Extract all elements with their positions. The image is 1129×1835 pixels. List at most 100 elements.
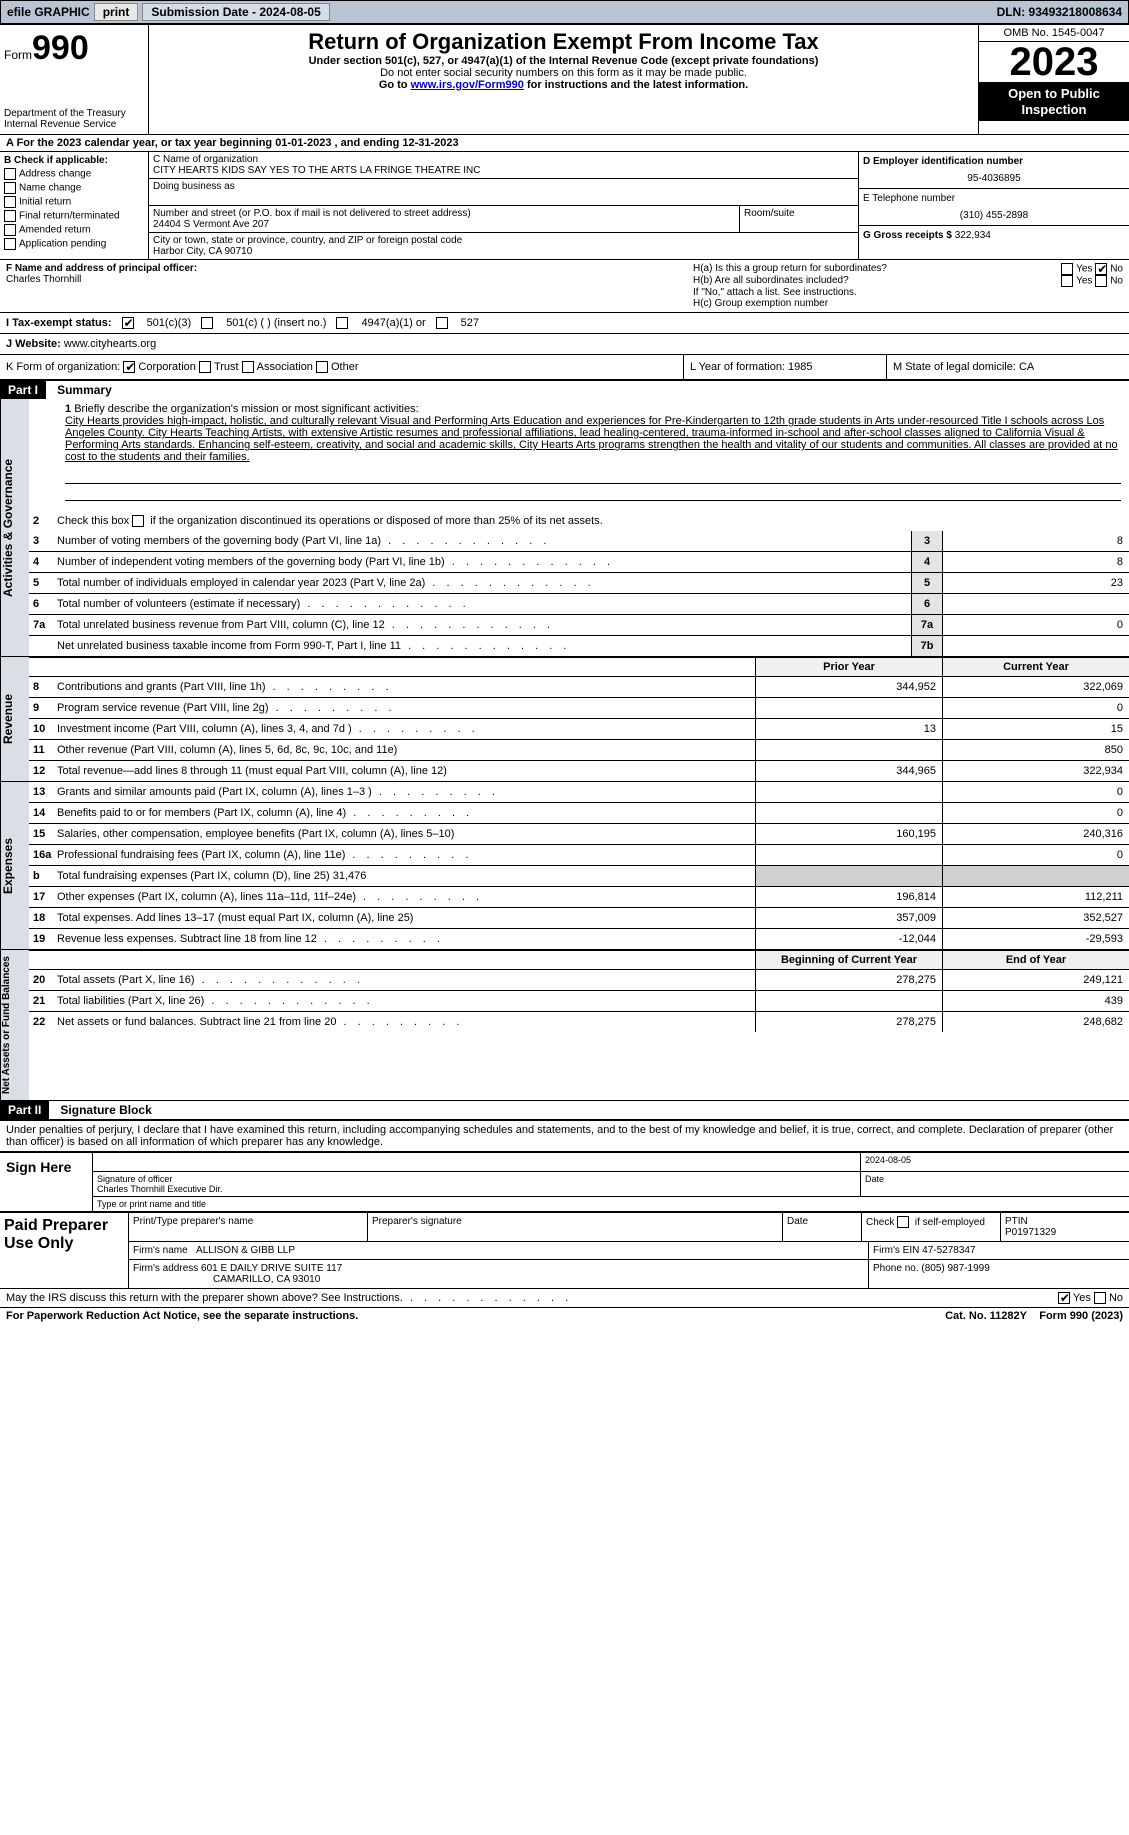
other-checkbox[interactable]: [316, 361, 328, 373]
c9: 0: [942, 698, 1129, 718]
line15: Salaries, other compensation, employee b…: [57, 828, 755, 840]
opt-name-change: Name change: [19, 183, 81, 194]
form-ref: Form 990 (2023): [1039, 1310, 1123, 1322]
firm-addr2: CAMARILLO, CA 93010: [213, 1274, 320, 1285]
opt-addr-change: Address change: [19, 169, 91, 180]
irs-label: Internal Revenue Service: [4, 119, 144, 130]
date-value: 2024-08-05: [861, 1153, 1129, 1171]
line17: Other expenses (Part IX, column (A), lin…: [57, 891, 755, 903]
mission-text: City Hearts provides high-impact, holist…: [65, 415, 1118, 463]
blank-line-1: [65, 467, 1121, 484]
app-pending-checkbox[interactable]: [4, 238, 16, 250]
form-990-page: efile GRAPHIC print Submission Date - 20…: [0, 0, 1129, 1324]
ein-label: D Employer identification number: [863, 156, 1125, 167]
ha-no-checkbox[interactable]: [1095, 263, 1107, 275]
final-return-checkbox[interactable]: [4, 210, 16, 222]
subtitle-1: Under section 501(c), 527, or 4947(a)(1)…: [157, 55, 970, 67]
discuss-no-checkbox[interactable]: [1094, 1292, 1106, 1304]
page-footer: For Paperwork Reduction Act Notice, see …: [0, 1307, 1129, 1324]
firm-phone-label: Phone no.: [873, 1263, 921, 1274]
end-year-header: End of Year: [942, 951, 1129, 969]
print-button[interactable]: print: [94, 3, 139, 21]
firm-name-label: Firm's name: [133, 1245, 190, 1256]
declaration-text: Under penalties of perjury, I declare th…: [0, 1121, 1129, 1151]
officer-label: F Name and address of principal officer:: [6, 263, 197, 274]
discuss-no: No: [1109, 1292, 1123, 1304]
gross-value: 322,934: [955, 230, 991, 241]
opt-amended: Amended return: [19, 225, 91, 236]
line7a: Total unrelated business revenue from Pa…: [57, 619, 911, 631]
initial-return-checkbox[interactable]: [4, 196, 16, 208]
goto-post: for instructions and the latest informat…: [524, 79, 748, 91]
trust-checkbox[interactable]: [199, 361, 211, 373]
c13: 0: [942, 782, 1129, 802]
no-label: No: [1110, 264, 1123, 275]
year-formation: 1985: [788, 361, 812, 373]
ag-tab: Activities & Governance: [0, 399, 29, 656]
p8: 344,952: [755, 677, 942, 697]
hb-label: H(b) Are all subordinates included?: [693, 275, 849, 287]
corp-checkbox[interactable]: [123, 361, 135, 373]
4947-checkbox[interactable]: [336, 317, 348, 329]
p9: [755, 698, 942, 718]
p16a: [755, 845, 942, 865]
hb-yes-checkbox[interactable]: [1061, 275, 1073, 287]
website-section: J Website: www.cityhearts.org: [0, 333, 1129, 354]
part-1-header-row: Part I Summary: [0, 381, 1129, 399]
p16b-shaded: [755, 866, 942, 886]
hc-label: H(c) Group exemption number: [693, 298, 1123, 309]
c16b-shaded: [942, 866, 1129, 886]
room-label: Room/suite: [740, 206, 858, 232]
prior-year-header: Prior Year: [755, 658, 942, 676]
officer-group-section: F Name and address of principal officer:…: [0, 259, 1129, 312]
self-employed-checkbox[interactable]: [897, 1216, 909, 1228]
type-name-label: Type or print name and title: [93, 1197, 1129, 1211]
firm-addr-label: Firm's address: [133, 1263, 201, 1274]
firm-phone: (805) 987-1999: [921, 1263, 989, 1274]
line22: Net assets or fund balances. Subtract li…: [57, 1016, 755, 1028]
year-formation-label: L Year of formation:: [690, 361, 788, 373]
c22: 248,682: [942, 1012, 1129, 1032]
discuss-yes-checkbox[interactable]: [1058, 1292, 1070, 1304]
begin-year-header: Beginning of Current Year: [755, 951, 942, 969]
submission-date: Submission Date - 2024-08-05: [142, 3, 329, 21]
sign-here-label: Sign Here: [0, 1153, 92, 1211]
ein-value: 95-4036895: [863, 167, 1125, 184]
discontinued-checkbox[interactable]: [132, 515, 144, 527]
form-label: Form: [4, 48, 32, 62]
501c3-checkbox[interactable]: [122, 317, 134, 329]
amended-checkbox[interactable]: [4, 224, 16, 236]
line9: Program service revenue (Part VIII, line…: [57, 702, 755, 714]
527-checkbox[interactable]: [436, 317, 448, 329]
hb-note: If "No," attach a list. See instructions…: [693, 287, 1123, 298]
p17: 196,814: [755, 887, 942, 907]
part-2-title: Signature Block: [52, 1101, 159, 1119]
line16b: Total fundraising expenses (Part IX, col…: [57, 870, 755, 882]
tax-exempt-section: I Tax-exempt status: 501(c)(3) 501(c) ( …: [0, 312, 1129, 333]
line3: Number of voting members of the governin…: [57, 535, 911, 547]
p11: [755, 740, 942, 760]
irs-link[interactable]: www.irs.gov/Form990: [411, 79, 524, 91]
state-value: CA: [1019, 361, 1034, 373]
c20: 249,121: [942, 970, 1129, 990]
ha-yes-checkbox[interactable]: [1061, 263, 1073, 275]
line4: Number of independent voting members of …: [57, 556, 911, 568]
c8: 322,069: [942, 677, 1129, 697]
addr-change-checkbox[interactable]: [4, 168, 16, 180]
line18: Total expenses. Add lines 13–17 (must eq…: [57, 912, 755, 924]
hb-no-checkbox[interactable]: [1095, 275, 1107, 287]
name-change-checkbox[interactable]: [4, 182, 16, 194]
part-1-badge: Part I: [0, 381, 46, 399]
opt-other: Other: [331, 361, 359, 373]
assoc-checkbox[interactable]: [242, 361, 254, 373]
ptin-value: P01971329: [1005, 1227, 1056, 1238]
firm-addr1: 601 E DAILY DRIVE SUITE 117: [201, 1263, 342, 1274]
dba-label: Doing business as: [153, 181, 854, 192]
sig-officer-label: Signature of officer: [97, 1174, 856, 1184]
activities-governance-block: Activities & Governance 1 Briefly descri…: [0, 399, 1129, 657]
street-label: Number and street (or P.O. box if mail i…: [153, 208, 735, 219]
officer-signed: Charles Thornhill Executive Dir.: [97, 1184, 856, 1194]
501c-checkbox[interactable]: [201, 317, 213, 329]
i-label: I Tax-exempt status:: [6, 317, 112, 329]
part-2-badge: Part II: [0, 1101, 49, 1119]
